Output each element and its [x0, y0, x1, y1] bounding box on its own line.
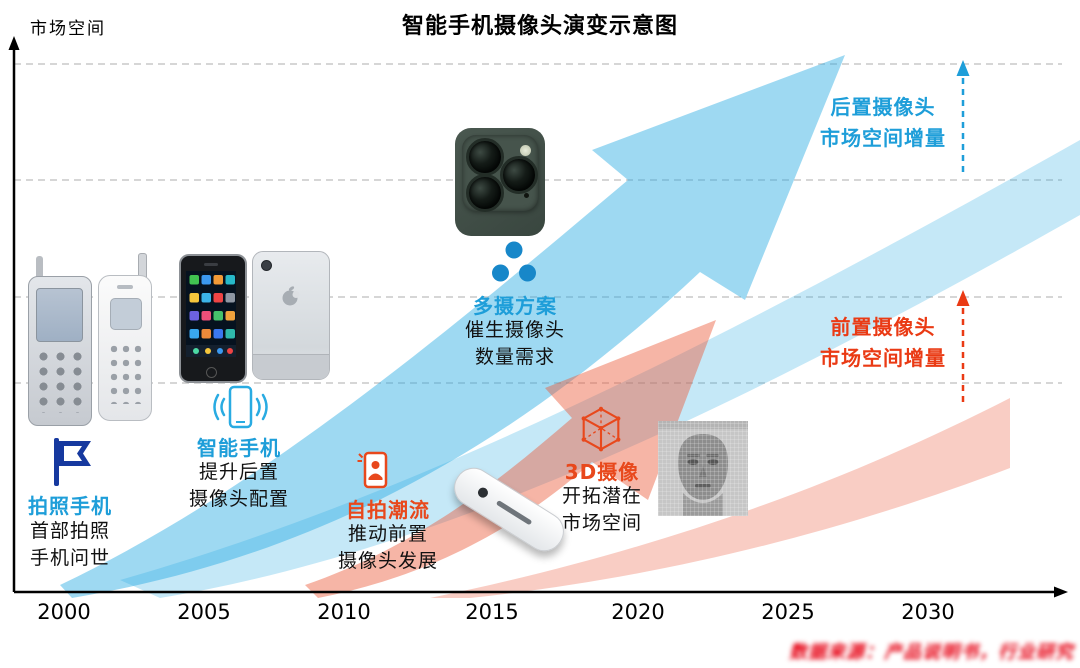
device-slot [495, 499, 533, 526]
rear-growth-label: 后置摄像头 市场空间增量 [798, 92, 968, 154]
front-growth-label-line1: 前置摄像头 [830, 315, 936, 339]
flag-icon [50, 436, 94, 492]
selfie-phone-icon [356, 448, 396, 496]
apple-logo-icon [281, 284, 301, 312]
feature-phone-image-2 [98, 253, 154, 421]
rear-growth-dashed-arrow [956, 60, 970, 172]
x-tick-2010: 2010 [317, 600, 371, 624]
selfie-desc: 推动前置 摄像头发展 [337, 523, 438, 572]
face-scan-image [658, 421, 748, 516]
threed-desc: 开拓潜在 市场空间 [561, 485, 642, 534]
x-tick-2020: 2020 [611, 600, 665, 624]
phone-keypad [35, 349, 85, 413]
page-title: 智能手机摄像头演变示意图 [401, 14, 678, 39]
iphone11-camera-image [455, 128, 545, 236]
camera-lens [500, 156, 538, 194]
x-tick-2030: 2030 [901, 600, 955, 624]
rear-growth-band [120, 140, 1080, 598]
phone-keypad [108, 342, 142, 404]
feature-phone-image [28, 256, 94, 426]
smartphone-desc: 提升后置 摄像头配置 [188, 461, 289, 510]
front-growth-band [430, 398, 1010, 598]
x-tick-2015: 2015 [465, 600, 519, 624]
front-growth-swoosh-arrow [305, 320, 716, 598]
multi-dots-icon [489, 240, 539, 290]
camera-bump [462, 135, 538, 212]
threed-title: 3D摄像 [564, 460, 640, 484]
camera-phone-desc: 首部拍照 手机问世 [29, 520, 110, 569]
phone-screen [110, 298, 142, 330]
x-tick-2005: 2005 [177, 600, 231, 624]
x-axis-arrow-icon [1054, 586, 1068, 598]
iphone-back-image [252, 251, 330, 380]
rear-camera-dot [261, 260, 272, 271]
axes [8, 36, 1068, 598]
source-note: 数据来源：产品说明书，行业研究 [789, 642, 1074, 663]
device-camera-dot [476, 485, 490, 500]
smartphone-title: 智能手机 [197, 436, 281, 460]
rear-growth-label-line2: 市场空间增量 [820, 126, 946, 150]
multicam-desc: 催生摄像头 数量需求 [464, 319, 565, 368]
x-tick-2025: 2025 [761, 600, 815, 624]
cube-3d-icon [577, 405, 625, 459]
front-growth-dashed-arrow [956, 290, 970, 402]
iphone-screen [186, 271, 236, 357]
x-tick-2000: 2000 [37, 600, 91, 624]
mesh-overlay [658, 421, 748, 516]
front-growth-label-line2: 市场空间增量 [820, 346, 946, 370]
rear-growth-swoosh-arrow [60, 55, 845, 598]
iphone-front-image [179, 254, 247, 383]
vibrating-phone-icon [210, 384, 270, 434]
camera-phone-title: 拍照手机 [28, 494, 112, 518]
multicam-title: 多摄方案 [473, 294, 557, 318]
home-button [206, 367, 217, 378]
rear-growth-label-line1: 后置摄像头 [830, 95, 936, 119]
phone-screen [36, 288, 83, 342]
selfie-title: 自拍潮流 [346, 498, 430, 522]
phone-antenna [36, 256, 43, 282]
camera-flash [520, 145, 531, 156]
camera-lens [466, 138, 504, 176]
y-axis-arrow-icon [8, 36, 20, 50]
camera-mic-dot [524, 193, 529, 198]
camera-lens [466, 174, 504, 212]
y-axis-label: 市场空间 [30, 19, 106, 39]
front-growth-label: 前置摄像头 市场空间增量 [798, 312, 968, 374]
